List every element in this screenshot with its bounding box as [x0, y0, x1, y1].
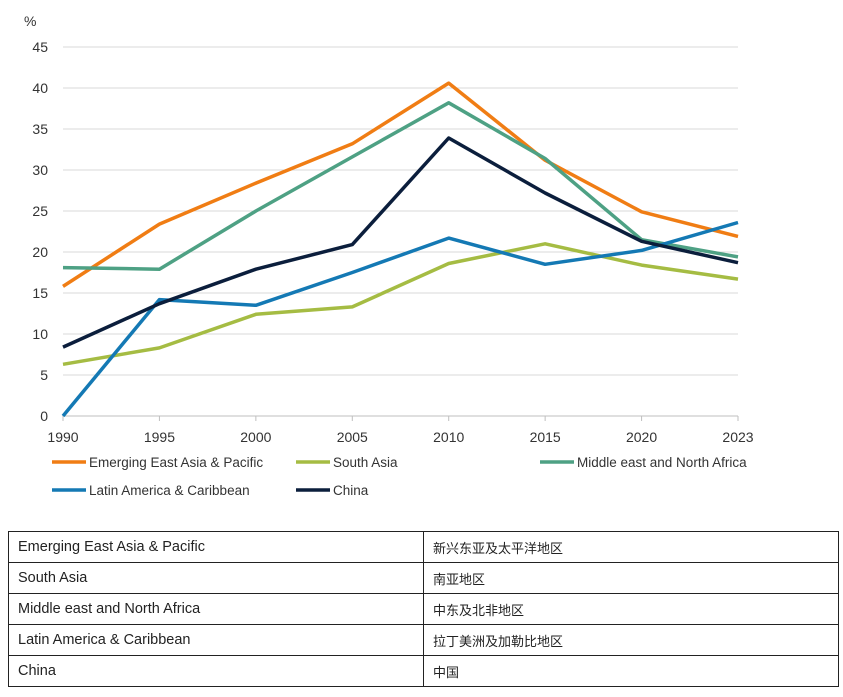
legend-label-latin-america-caribbean: Latin America & Caribbean	[89, 483, 250, 498]
gridlines	[63, 46, 738, 417]
x-tick-label: 2023	[722, 429, 753, 445]
x-tick-label: 2010	[433, 429, 464, 445]
series-line-south-asia	[62, 242, 739, 367]
table-cell-chinese: 中东及北非地区	[423, 593, 839, 625]
table-row: Latin America & Caribbean 拉丁美洲及加勒比地区	[8, 624, 839, 656]
legend-label-middle-east-and-north-africa: Middle east and North Africa	[577, 455, 747, 470]
x-tick-label: 2000	[240, 429, 271, 445]
series-line-china	[62, 136, 739, 349]
table-cell-chinese: 中国	[423, 655, 839, 687]
line-chart: 0 5 10 15 20 25 30 35 40 45 1990 1995 2000 2005 2010 2…	[24, 13, 754, 498]
x-tick-label: 2005	[337, 429, 368, 445]
y-tick-label: 5	[40, 367, 48, 383]
y-tick-label: 20	[32, 244, 48, 260]
y-tick-label: 10	[32, 326, 48, 342]
table-cell-english: China	[8, 655, 424, 687]
y-tick-label: 25	[32, 203, 48, 219]
series-line-middle-east-and-north-africa	[62, 101, 739, 271]
x-tick-label: 1995	[144, 429, 175, 445]
series-lines	[61, 81, 739, 418]
table-row: China 中国	[8, 655, 839, 687]
y-tick-label: 45	[32, 39, 48, 55]
legend-label-south-asia: South Asia	[333, 455, 398, 470]
translation-table: Emerging East Asia & Pacific 新兴东亚及太平洋地区 …	[8, 531, 839, 687]
x-tick-label: 1990	[47, 429, 78, 445]
y-tick-label: 0	[40, 408, 48, 424]
legend-label-emerging-east-asia-pacific: Emerging East Asia & Pacific	[89, 455, 263, 470]
table-cell-english: South Asia	[8, 562, 424, 594]
x-tick-label: 2015	[530, 429, 561, 445]
y-tick-label: 30	[32, 162, 48, 178]
y-tick-label: 15	[32, 285, 48, 301]
y-tick-label: 40	[32, 80, 48, 96]
legend-label-china: China	[333, 483, 369, 498]
table-row: South Asia 南亚地区	[8, 562, 839, 594]
x-tick-label: 2020	[626, 429, 657, 445]
series-line-latin-america-caribbean	[61, 220, 739, 418]
table-cell-chinese: 新兴东亚及太平洋地区	[423, 531, 839, 563]
x-axis-ticks: 1990 1995 2000 2005 2010 2015 2020 2023	[47, 416, 754, 445]
table-cell-chinese: 拉丁美洲及加勒比地区	[423, 624, 839, 656]
table-cell-chinese: 南亚地区	[423, 562, 839, 594]
series-line-emerging-east-asia-pacific	[62, 81, 739, 288]
table-cell-english: Middle east and North Africa	[8, 593, 424, 625]
table-cell-english: Latin America & Caribbean	[8, 624, 424, 656]
y-axis-ticks: 0 5 10 15 20 25 30 35 40 45	[32, 39, 48, 424]
table-cell-english: Emerging East Asia & Pacific	[8, 531, 424, 563]
table-row: Middle east and North Africa 中东及北非地区	[8, 593, 839, 625]
legend: Emerging East Asia & Pacific South Asia Mi…	[52, 455, 747, 498]
y-tick-label: 35	[32, 121, 48, 137]
table-row: Emerging East Asia & Pacific 新兴东亚及太平洋地区	[8, 531, 839, 563]
y-axis-label: %	[24, 13, 36, 29]
